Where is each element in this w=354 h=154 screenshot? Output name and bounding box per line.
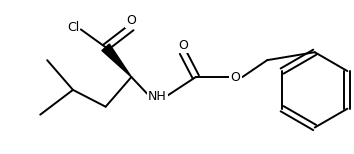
Text: O: O	[230, 71, 240, 83]
Text: O: O	[178, 39, 188, 52]
Text: Cl: Cl	[67, 21, 79, 34]
Polygon shape	[102, 44, 131, 77]
Text: NH: NH	[148, 90, 166, 103]
Text: O: O	[126, 14, 136, 27]
